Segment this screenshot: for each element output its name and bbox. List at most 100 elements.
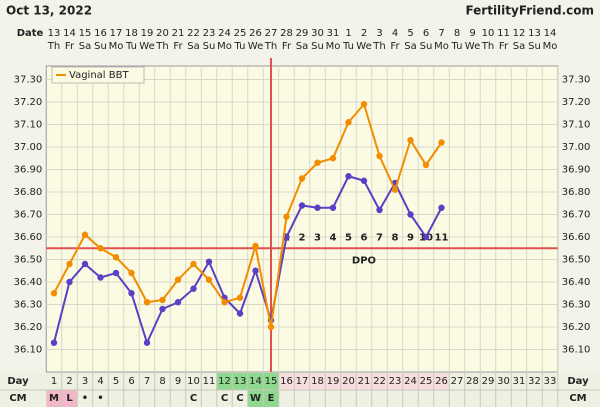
cm-code: C <box>236 393 243 404</box>
plot-area <box>45 65 559 373</box>
day-cell <box>340 373 357 390</box>
date-label: 24 <box>218 28 231 39</box>
data-point <box>314 159 321 166</box>
day-number: 25 <box>420 376 433 387</box>
date-label: 16 <box>94 28 107 39</box>
day-number: 7 <box>144 376 150 387</box>
data-point <box>438 204 445 211</box>
date-label: 5 <box>407 28 413 39</box>
day-number: 3 <box>82 376 88 387</box>
weekday-label: Th <box>481 41 494 52</box>
chart-date: Oct 13, 2022 <box>6 4 92 18</box>
dpo-number: 6 <box>361 232 368 243</box>
weekday-label: Fr <box>65 41 75 52</box>
weekday-label: Mo <box>543 41 558 52</box>
date-label: 1 <box>345 28 351 39</box>
day-number: 22 <box>373 376 386 387</box>
weekday-label: Tu <box>234 41 246 52</box>
cm-label: CM <box>9 393 26 404</box>
data-point <box>190 285 197 292</box>
y-tick-label: 36.80 <box>14 187 43 198</box>
day-label: Day <box>567 376 589 387</box>
data-point <box>128 290 135 297</box>
date-label: 21 <box>172 28 185 39</box>
date-label: 4 <box>392 28 398 39</box>
day-number: 21 <box>358 376 371 387</box>
data-point <box>360 101 368 108</box>
day-number: 17 <box>296 376 309 387</box>
y-tick-label: 36.20 <box>562 322 591 333</box>
day-cell <box>418 373 434 390</box>
weekday-label: Su <box>420 41 433 52</box>
weekday-label: Su <box>528 41 541 52</box>
y-tick-label: 37.00 <box>562 142 591 153</box>
series-line <box>53 175 443 346</box>
day-number: 20 <box>342 376 355 387</box>
weekday-label: Fr <box>499 41 509 52</box>
y-tick-label: 36.60 <box>562 232 591 243</box>
weekday-label: We <box>465 41 480 52</box>
data-point <box>81 260 89 268</box>
data-point <box>391 186 399 193</box>
data-point <box>329 155 337 162</box>
data-point <box>252 242 259 250</box>
day-cell <box>433 373 450 390</box>
data-point <box>112 254 120 261</box>
date-label: Date <box>17 28 44 39</box>
weekday-label: Sa <box>187 41 199 52</box>
weekday-label: We <box>139 41 154 52</box>
data-point <box>422 233 430 241</box>
date-label: 31 <box>327 28 340 39</box>
data-point <box>143 339 151 346</box>
date-label: 28 <box>280 28 293 39</box>
data-point <box>345 173 352 180</box>
day-number: 8 <box>159 376 165 387</box>
day-number: 16 <box>280 376 293 387</box>
date-label: 14 <box>63 28 76 39</box>
day-number: 29 <box>482 376 495 387</box>
data-point <box>360 177 368 184</box>
weekday-label: Th <box>264 41 277 52</box>
weekday-label: Sa <box>79 41 91 52</box>
y-tick-label: 36.10 <box>14 345 43 356</box>
date-label: 30 <box>311 28 324 39</box>
data-point <box>66 278 73 286</box>
data-point <box>236 310 244 317</box>
weekday-label: Tu <box>125 41 137 52</box>
date-label: 22 <box>187 28 200 39</box>
day-number: 23 <box>389 376 402 387</box>
data-point <box>143 299 151 306</box>
y-tick-label: 36.10 <box>562 345 591 356</box>
data-point <box>314 204 321 211</box>
weekday-label: Sa <box>404 41 416 52</box>
weekday-label: Th <box>47 41 60 52</box>
data-point <box>50 290 58 297</box>
y-tick-label: 36.30 <box>14 300 43 311</box>
weekday-label: We <box>356 41 371 52</box>
day-label: Day <box>7 376 29 387</box>
day-number: 6 <box>128 376 134 387</box>
day-number: 4 <box>97 376 103 387</box>
data-point <box>205 258 213 265</box>
day-number: 9 <box>175 376 181 387</box>
day-number: 28 <box>466 376 479 387</box>
data-point <box>174 276 182 283</box>
weekday-label: Su <box>203 41 216 52</box>
data-point <box>438 139 445 146</box>
y-tick-label: 36.90 <box>562 165 591 176</box>
cm-cell <box>263 390 279 407</box>
weekday-label: Mo <box>217 41 232 52</box>
data-point <box>283 213 290 220</box>
dpo-number: 2 <box>299 232 306 243</box>
y-tick-label: 36.90 <box>14 165 43 176</box>
dpo-number: 7 <box>376 232 383 243</box>
weekday-label: Fr <box>390 41 400 52</box>
y-tick-label: 37.20 <box>562 97 591 108</box>
date-label: 23 <box>203 28 216 39</box>
y-tick-label: 36.20 <box>14 322 43 333</box>
cm-cell <box>247 390 264 407</box>
legend-label: Vaginal BBT <box>69 70 129 81</box>
cm-code: W <box>250 393 261 404</box>
cm-code: C <box>190 393 197 404</box>
weekday-label: Su <box>311 41 324 52</box>
